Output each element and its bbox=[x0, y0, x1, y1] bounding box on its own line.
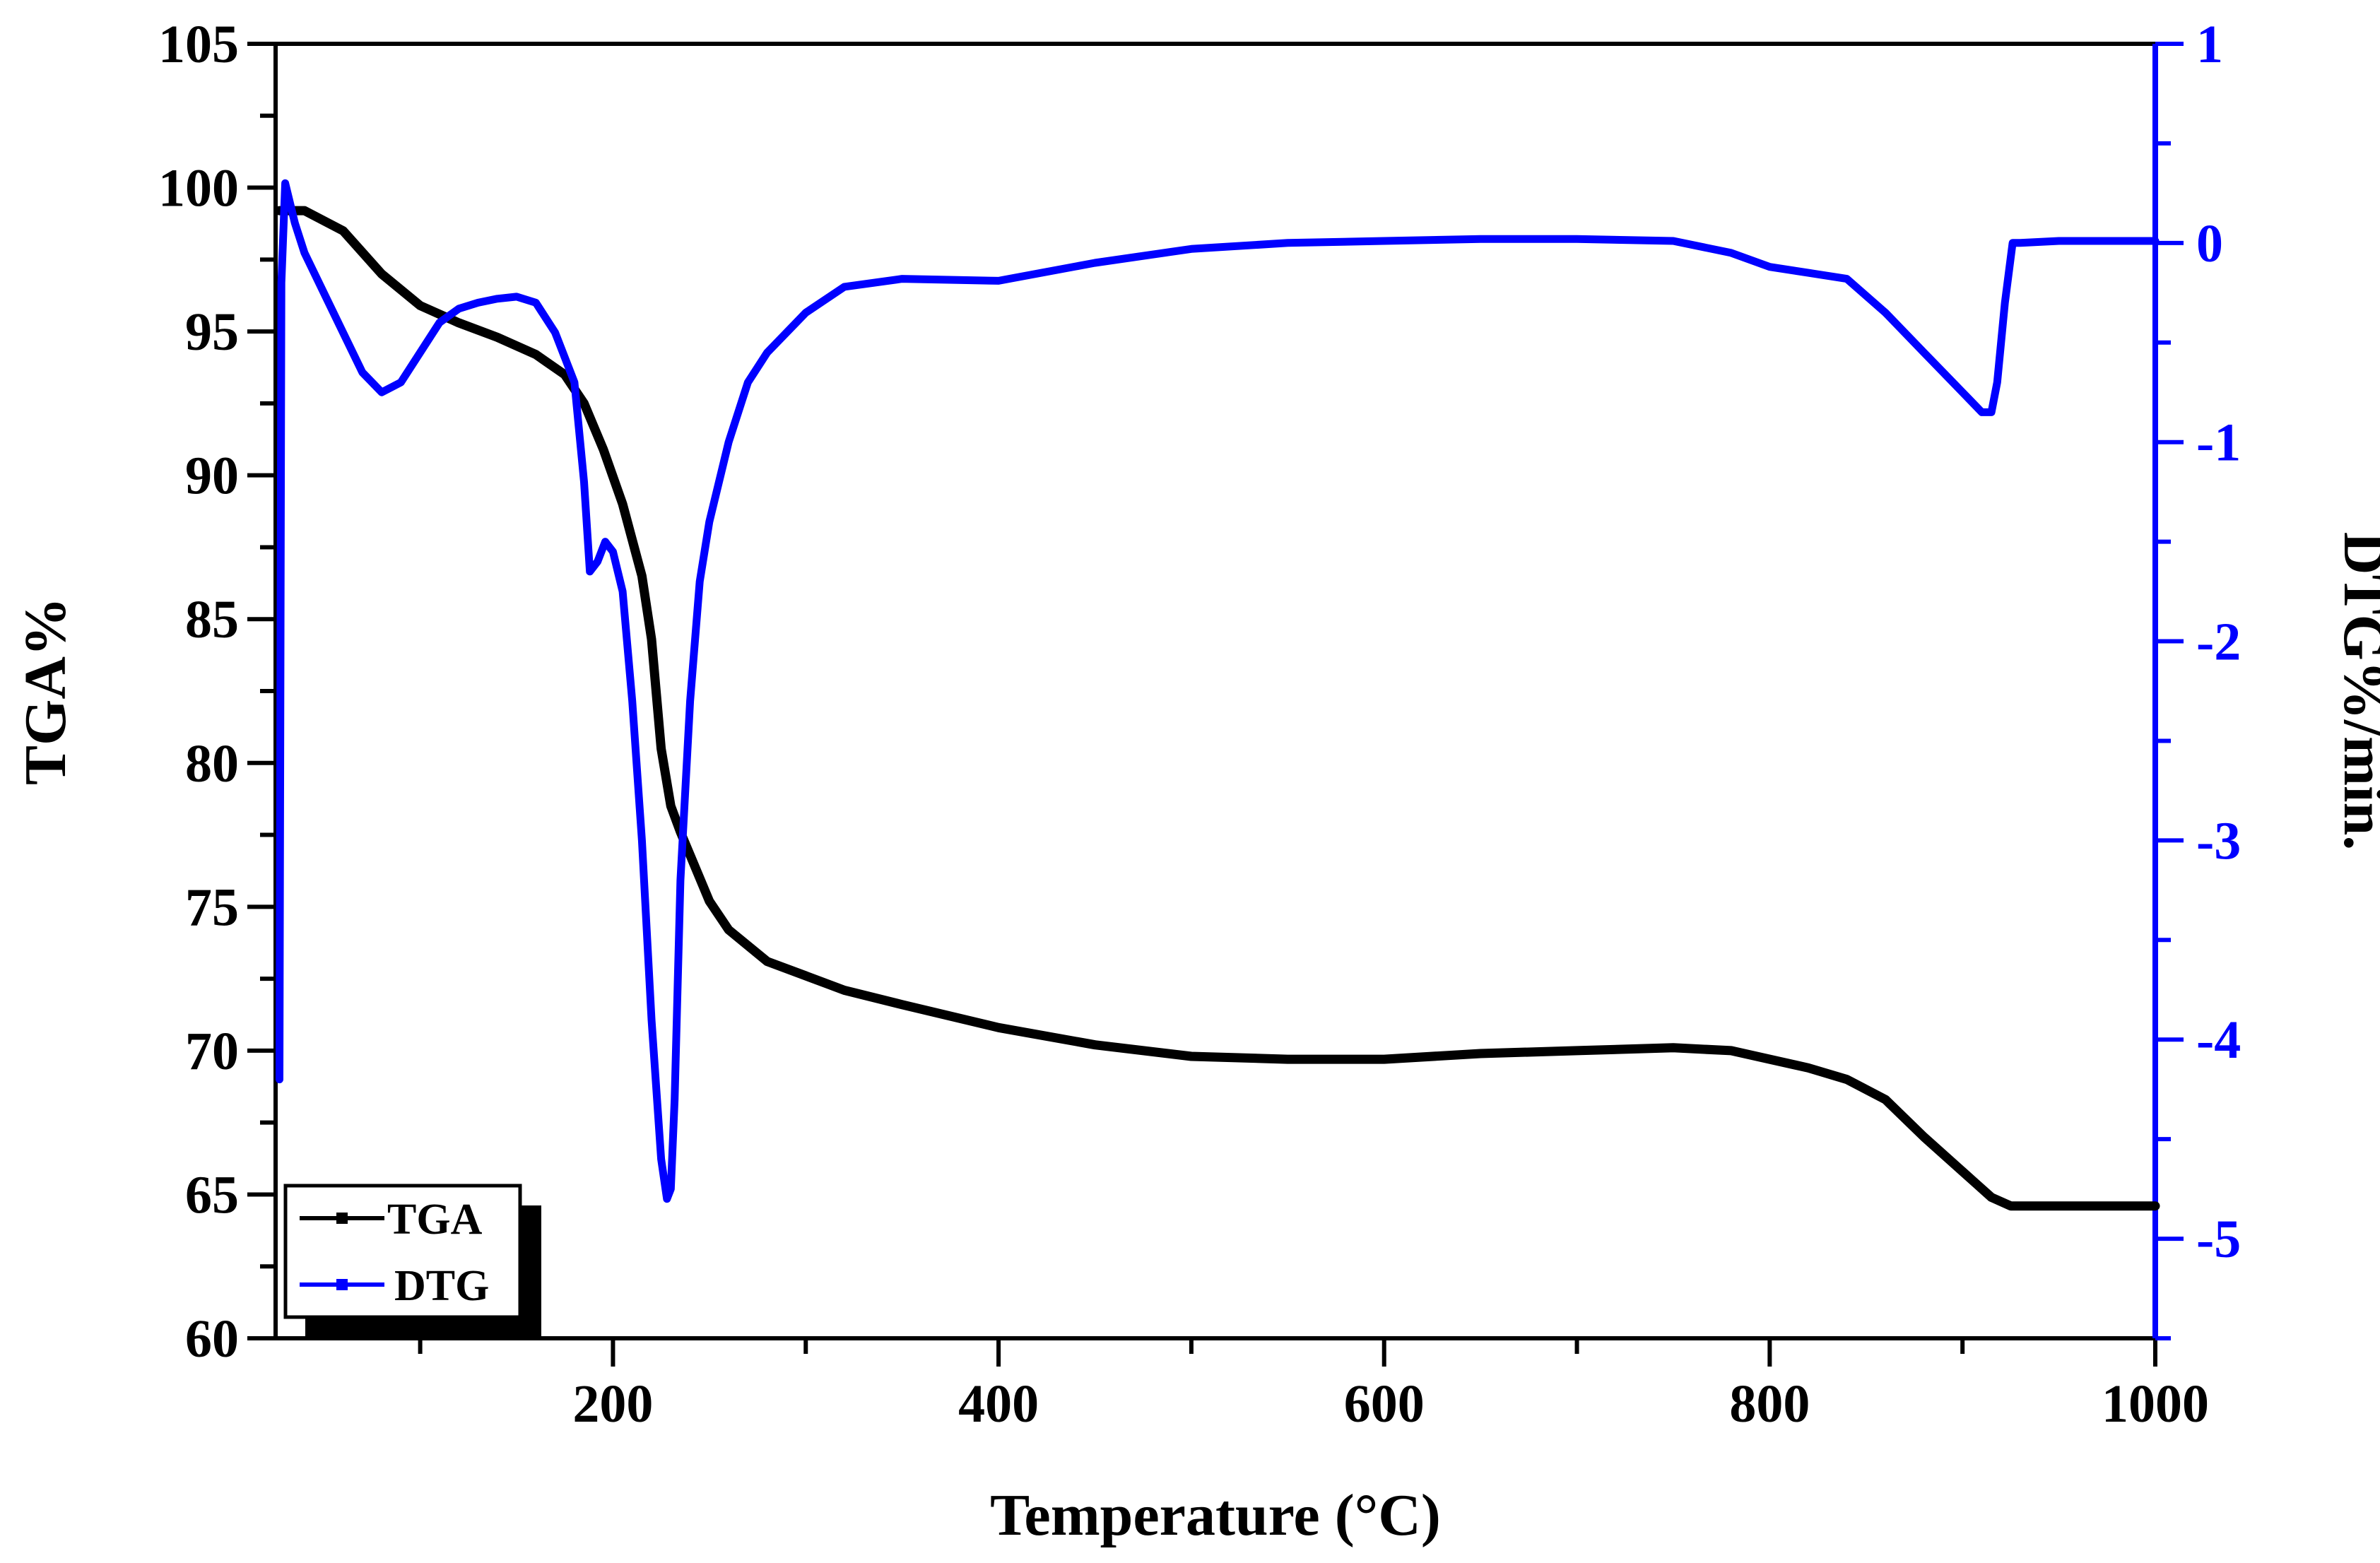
y-tick-label: 80 bbox=[185, 734, 239, 794]
y2-tick-label: -4 bbox=[2196, 1010, 2241, 1070]
y-tick-label: 65 bbox=[185, 1165, 239, 1225]
legend-dtg-marker bbox=[336, 1279, 348, 1290]
y2-tick-label: -3 bbox=[2196, 811, 2241, 871]
y-tick-label: 75 bbox=[185, 878, 239, 937]
y-tick-label: 105 bbox=[158, 15, 239, 74]
dtg-series-line bbox=[276, 179, 2160, 1203]
y-tick-label: 85 bbox=[185, 590, 239, 649]
plot-frame bbox=[273, 42, 2157, 1340]
x-tick-label: 1000 bbox=[2102, 1374, 2209, 1434]
y2-tick-label: 1 bbox=[2196, 15, 2223, 74]
y2-tick-label: -2 bbox=[2196, 613, 2241, 672]
y-tick-label: 60 bbox=[185, 1309, 239, 1369]
legend-tga-label: TGA bbox=[387, 1196, 483, 1244]
right-axis-ticks: -5 -4 -3 -2 -1 0 1 bbox=[2155, 15, 2241, 1340]
legend-box bbox=[283, 1184, 522, 1319]
y-tick-label: 95 bbox=[185, 302, 239, 362]
legend: TGA DTG bbox=[283, 1184, 541, 1338]
y2-tick-label: -1 bbox=[2196, 413, 2241, 473]
legend-dtg-label: DTG bbox=[394, 1262, 489, 1310]
y-tick-label: 70 bbox=[185, 1022, 239, 1081]
left-axis-ticks: 60 65 70 75 80 85 90 95 100 105 bbox=[158, 15, 276, 1369]
y2-tick-label: -5 bbox=[2196, 1210, 2241, 1269]
x-tick-label: 200 bbox=[572, 1374, 653, 1434]
y-tick-label: 90 bbox=[185, 447, 239, 506]
right-axis-title: DTG%/min. bbox=[2331, 532, 2380, 850]
x-tick-label: 600 bbox=[1344, 1374, 1425, 1434]
x-tick-label: 400 bbox=[958, 1374, 1039, 1434]
left-axis-title: TGA% bbox=[13, 597, 78, 785]
x-tick-label: 800 bbox=[1729, 1374, 1810, 1434]
x-axis-title: Temperature (°C) bbox=[990, 1482, 1441, 1548]
x-axis-ticks: 200 400 600 800 1000 bbox=[418, 1338, 2209, 1434]
y2-tick-label: 0 bbox=[2196, 214, 2223, 273]
tga-series-line bbox=[275, 206, 2160, 1211]
legend-tga-marker bbox=[336, 1213, 348, 1224]
y-tick-label: 100 bbox=[158, 159, 239, 218]
